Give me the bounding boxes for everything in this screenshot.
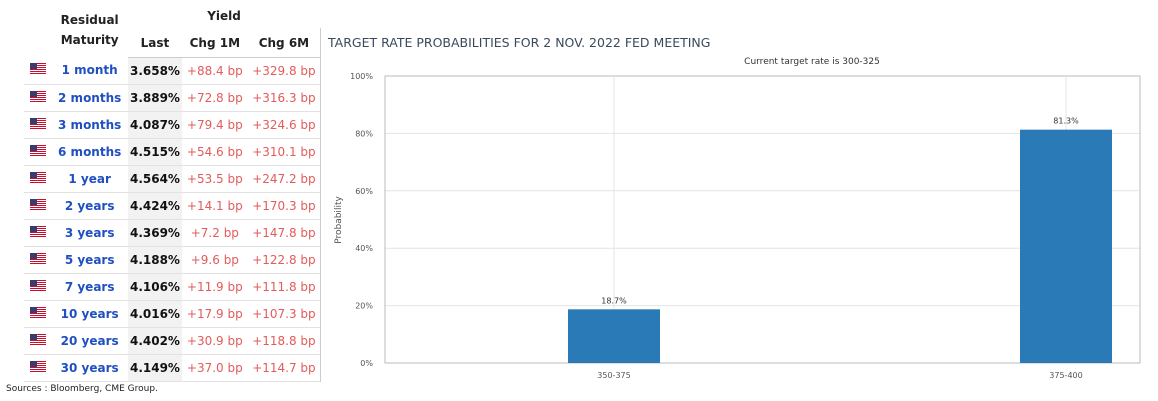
x-tick-label: 350-375 bbox=[597, 371, 630, 380]
chart-title: TARGET RATE PROBABILITIES FOR 2 NOV. 202… bbox=[327, 35, 710, 50]
flag-icon bbox=[24, 111, 52, 139]
change-6m: +170.3 bp bbox=[247, 192, 320, 220]
change-6m: +114.7 bp bbox=[247, 354, 320, 382]
flag-icon bbox=[24, 165, 52, 193]
change-1m: +14.1 bp bbox=[181, 192, 248, 220]
change-1m: +88.4 bp bbox=[181, 57, 248, 85]
y-tick-label: 60% bbox=[355, 187, 373, 196]
flag-icon bbox=[24, 192, 52, 220]
change-6m: +122.8 bp bbox=[247, 246, 320, 274]
last-yield: 4.424% bbox=[128, 192, 182, 220]
flag-icon bbox=[24, 57, 52, 85]
flag-icon bbox=[24, 84, 52, 112]
maturity: 10 years bbox=[51, 300, 129, 328]
last-yield: 4.515% bbox=[128, 138, 182, 166]
table-row: 3 months 4.087% +79.4 bp +324.6 bp bbox=[24, 111, 320, 139]
maturity: 3 years bbox=[51, 219, 129, 247]
column-header: Last bbox=[128, 30, 182, 58]
column-header: Chg 6M bbox=[247, 30, 320, 58]
maturity: 1 month bbox=[51, 57, 129, 85]
change-6m: +316.3 bp bbox=[247, 84, 320, 112]
maturity: 1 year bbox=[51, 165, 129, 193]
plot-border bbox=[384, 75, 1141, 364]
table-row: 1 year 4.564% +53.5 bp +247.2 bp bbox=[24, 165, 320, 193]
flag-icon bbox=[24, 327, 52, 355]
column-header: Chg 1M bbox=[181, 30, 248, 58]
flag-icon bbox=[24, 138, 52, 166]
chart-subtitle: Current target rate is 300-325 bbox=[744, 57, 880, 67]
change-6m: +147.8 bp bbox=[247, 219, 320, 247]
change-1m: +72.8 bp bbox=[181, 84, 248, 112]
change-1m: +54.6 bp bbox=[181, 138, 248, 166]
table-row: 2 months 3.889% +72.8 bp +316.3 bp bbox=[24, 84, 320, 112]
last-yield: 3.889% bbox=[128, 84, 182, 112]
table-row: 10 years 4.016% +17.9 bp +107.3 bp bbox=[24, 300, 320, 328]
change-1m: +11.9 bp bbox=[181, 273, 248, 301]
flag-icon bbox=[24, 300, 52, 328]
y-tick-label: 20% bbox=[355, 302, 373, 311]
table-row: 3 years 4.369% +7.2 bp +147.8 bp bbox=[24, 219, 320, 247]
change-1m: +37.0 bp bbox=[181, 354, 248, 382]
source-note: Sources : Bloomberg, CME Group. bbox=[6, 384, 158, 394]
maturity: 2 years bbox=[51, 192, 129, 220]
change-6m: +111.8 bp bbox=[247, 273, 320, 301]
change-6m: +310.1 bp bbox=[247, 138, 320, 166]
table-row: 5 years 4.188% +9.6 bp +122.8 bp bbox=[24, 246, 320, 274]
change-1m: +53.5 bp bbox=[181, 165, 248, 193]
table-row: 30 years 4.149% +37.0 bp +114.7 bp bbox=[24, 354, 320, 382]
maturity: 20 years bbox=[51, 327, 129, 355]
flag-icon bbox=[24, 219, 52, 247]
change-6m: +107.3 bp bbox=[247, 300, 320, 328]
flag-icon bbox=[24, 354, 52, 382]
change-6m: +118.8 bp bbox=[247, 327, 320, 355]
change-1m: +79.4 bp bbox=[181, 111, 248, 139]
last-yield: 4.087% bbox=[128, 111, 182, 139]
value-label: 18.7% bbox=[601, 296, 627, 305]
table-row: 7 years 4.106% +11.9 bp +111.8 bp bbox=[24, 273, 320, 301]
table-row: 1 month 3.658% +88.4 bp +329.8 bp bbox=[24, 57, 320, 85]
change-6m: +247.2 bp bbox=[247, 165, 320, 193]
change-6m: +324.6 bp bbox=[247, 111, 320, 139]
change-1m: +9.6 bp bbox=[181, 246, 248, 274]
value-label: 81.3% bbox=[1053, 117, 1079, 126]
last-yield: 4.149% bbox=[128, 354, 182, 382]
last-yield: 4.564% bbox=[128, 165, 182, 193]
last-yield: 3.658% bbox=[128, 57, 182, 85]
maturity: 7 years bbox=[51, 273, 129, 301]
table-edge bbox=[320, 28, 321, 382]
flag-header bbox=[24, 2, 51, 57]
table-row: 2 years 4.424% +14.1 bp +170.3 bp bbox=[24, 192, 320, 220]
maturity-header: Residual Maturity bbox=[60, 12, 119, 47]
change-1m: +17.9 bp bbox=[181, 300, 248, 328]
y-tick-label: 80% bbox=[355, 129, 373, 138]
maturity: 6 months bbox=[51, 138, 129, 166]
y-tick-label: 0% bbox=[360, 359, 373, 368]
last-yield: 4.016% bbox=[128, 300, 182, 328]
y-axis-label: Probability bbox=[334, 196, 344, 244]
table-row: 20 years 4.402% +30.9 bp +118.8 bp bbox=[24, 327, 320, 355]
y-tick-label: 100% bbox=[350, 72, 373, 81]
bar bbox=[1020, 129, 1112, 363]
yield-header: Yield bbox=[207, 9, 241, 23]
change-1m: +30.9 bp bbox=[181, 327, 248, 355]
last-yield: 4.188% bbox=[128, 246, 182, 274]
last-yield: 4.369% bbox=[128, 219, 182, 247]
change-1m: +7.2 bp bbox=[181, 219, 248, 247]
flag-icon bbox=[24, 246, 52, 274]
change-6m: +329.8 bp bbox=[247, 57, 320, 85]
last-yield: 4.402% bbox=[128, 327, 182, 355]
maturity: 2 months bbox=[51, 84, 129, 112]
maturity: 3 months bbox=[51, 111, 129, 139]
table-row: 6 months 4.515% +54.6 bp +310.1 bp bbox=[24, 138, 320, 166]
bar bbox=[568, 309, 660, 363]
maturity: 5 years bbox=[51, 246, 129, 274]
x-tick-label: 375-400 bbox=[1049, 371, 1082, 380]
maturity: 30 years bbox=[51, 354, 129, 382]
flag-icon bbox=[24, 273, 52, 301]
yield-table: Residual Maturity Yield Last Chg 1M Chg 6M… bbox=[24, 2, 320, 382]
last-yield: 4.106% bbox=[128, 273, 182, 301]
y-tick-label: 40% bbox=[355, 244, 373, 253]
